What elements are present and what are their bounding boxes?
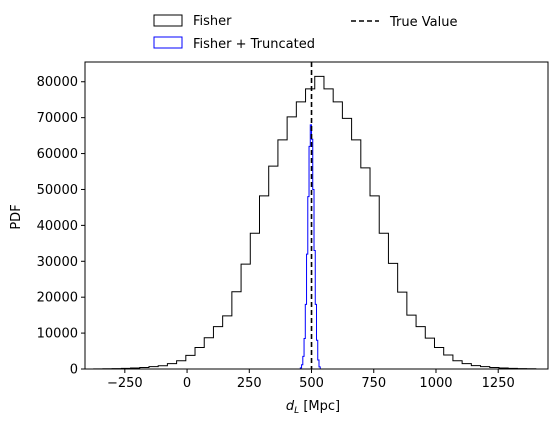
histogram-bin-fisher-truncated <box>309 146 310 369</box>
y-tick-label: 20000 <box>37 291 78 306</box>
histogram-bin-fisher <box>370 196 379 369</box>
histogram-bin-fisher <box>453 361 462 369</box>
y-tick-label: 0 <box>70 363 78 378</box>
x-tick-label: 0 <box>183 376 191 391</box>
y-tick-label: 80000 <box>37 75 78 90</box>
y-tick-label: 60000 <box>37 147 78 162</box>
histogram-bin-fisher <box>416 327 425 369</box>
histogram-bin-fisher <box>250 233 259 369</box>
histogram-bin-fisher-truncated <box>302 365 303 369</box>
histogram-bin-fisher <box>204 338 213 369</box>
x-axis-label-symbol: d <box>286 399 295 414</box>
x-tick-label: 250 <box>237 376 262 391</box>
y-tick-label: 70000 <box>37 111 78 126</box>
histogram-bin-fisher <box>444 355 453 369</box>
x-tick-label: −250 <box>107 376 143 391</box>
histogram-bin-fisher <box>324 89 333 369</box>
histogram-bin-fisher <box>398 292 407 369</box>
x-tick-label: 750 <box>361 376 386 391</box>
legend-fisher-swatch <box>153 14 183 27</box>
histogram-bin-fisher <box>241 264 250 369</box>
histogram-bin-fisher <box>388 263 397 369</box>
legend-true-value-label: True Value <box>389 15 457 30</box>
histogram-bin-fisher <box>232 292 241 369</box>
histogram-bin-fisher <box>462 364 471 369</box>
legend: Fisher Fisher + Truncated True Value <box>153 14 457 52</box>
histogram-bin-fisher <box>425 338 434 369</box>
histogram-bin-fisher <box>434 347 443 369</box>
x-tick-label: 500 <box>299 376 324 391</box>
histogram-bin-fisher-truncated <box>317 340 318 369</box>
histogram-bin-fisher <box>278 140 287 369</box>
histogram-bin-fisher-truncated <box>315 304 316 369</box>
legend-fisher-label: Fisher <box>193 14 232 29</box>
histogram-bin-fisher <box>471 366 480 369</box>
histogram-bin-fisher-truncated <box>314 251 315 369</box>
histogram-bin-fisher <box>195 347 204 369</box>
legend-fisher-truncated-label: Fisher + Truncated <box>193 37 315 52</box>
histogram-bin-fisher <box>379 233 388 369</box>
histogram-fisher-truncated <box>299 124 321 369</box>
y-tick-label: 10000 <box>37 327 78 342</box>
y-axis-label: PDF <box>9 204 24 229</box>
histogram-bin-fisher-truncated <box>305 304 306 369</box>
histogram-bin-fisher-truncated <box>307 254 308 369</box>
histogram-bin-fisher-truncated <box>313 189 314 369</box>
x-tick-label: 1000 <box>419 376 452 391</box>
histogram-bin-fisher <box>223 316 232 369</box>
histogram-bin-fisher <box>177 361 186 369</box>
histogram-bin-fisher <box>287 117 296 369</box>
histogram-bin-fisher <box>352 140 361 369</box>
x-axis-label-unit: [Mpc] <box>299 399 340 414</box>
histogram-bin-fisher-truncated <box>308 197 309 369</box>
y-tick-label: 50000 <box>37 183 78 198</box>
histogram-bin-fisher <box>259 196 268 369</box>
histogram-bin-fisher <box>186 355 195 369</box>
histogram-fisher <box>93 75 537 370</box>
histogram-bin-fisher <box>342 118 351 369</box>
y-tick-label: 40000 <box>37 219 78 234</box>
histogram-bin-fisher <box>296 102 305 369</box>
histogram-bin-fisher <box>167 364 176 369</box>
histogram-bin-fisher <box>407 315 416 369</box>
x-tick-label: 1250 <box>482 376 515 391</box>
x-axis-label-subscript: L <box>294 406 299 416</box>
histogram-bin-fisher <box>361 168 370 369</box>
y-tick-label: 30000 <box>37 255 78 270</box>
histogram-bin-fisher-truncated <box>304 338 305 369</box>
histogram-bin-fisher-truncated <box>318 360 319 369</box>
histogram-bin-fisher <box>213 327 222 369</box>
histogram-bin-fisher <box>333 102 342 369</box>
histogram-bin-fisher-truncated <box>303 356 304 369</box>
histogram-bin-fisher <box>269 166 278 369</box>
plot-area: −250 0 250 500 750 1000 1250 0 10000 20000 30000 40… <box>37 61 549 391</box>
axes-frame <box>84 61 549 370</box>
legend-fisher-truncated-swatch <box>153 36 183 49</box>
x-axis-label: dL [Mpc] <box>286 399 340 416</box>
